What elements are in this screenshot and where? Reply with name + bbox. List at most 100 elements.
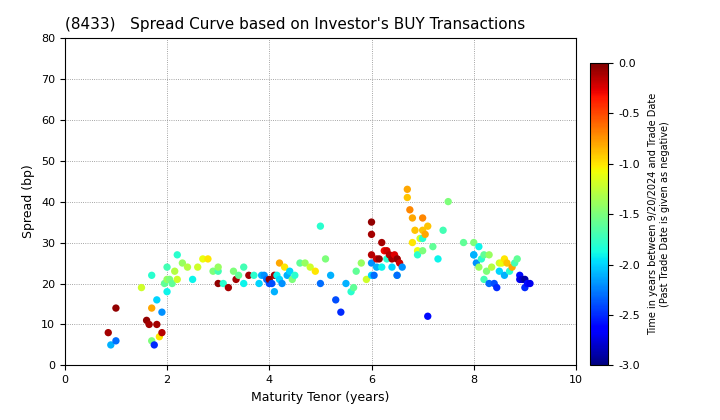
Point (274, 276, 285, 283)
Point (494, 260, 505, 266)
Point (494, 268, 505, 275)
Point (422, 313, 433, 320)
Point (110, 305, 122, 312)
Point (161, 288, 173, 295)
Point (176, 260, 188, 266)
Y-axis label: Spread (bp): Spread (bp) (22, 165, 35, 239)
Point (212, 268, 224, 275)
Point (374, 255, 385, 262)
Point (392, 255, 403, 262)
Point (294, 260, 306, 266)
Point (402, 194, 413, 201)
Point (437, 227, 449, 234)
Point (258, 272, 270, 279)
Point (522, 280, 534, 287)
Point (233, 272, 244, 279)
Point (417, 247, 428, 254)
Point (491, 284, 503, 291)
Point (284, 268, 295, 275)
Point (187, 276, 199, 283)
Point (276, 280, 288, 287)
Point (158, 280, 170, 287)
Point (468, 239, 480, 246)
Point (264, 276, 275, 283)
Point (271, 272, 283, 279)
Point (320, 255, 331, 262)
X-axis label: Maturity Tenor (years): Maturity Tenor (years) (251, 391, 390, 404)
Point (153, 333, 165, 340)
Point (171, 276, 183, 283)
Point (483, 280, 495, 287)
Point (402, 186, 413, 193)
Point (471, 260, 482, 266)
Point (217, 280, 229, 287)
Point (394, 260, 405, 266)
Point (161, 264, 173, 270)
Point (348, 284, 359, 291)
Point (166, 280, 178, 287)
Point (417, 235, 428, 242)
Point (171, 252, 183, 258)
Point (366, 272, 377, 279)
Point (366, 231, 377, 238)
Point (222, 284, 234, 291)
Point (468, 252, 480, 258)
Point (488, 280, 500, 287)
Point (509, 260, 521, 266)
Point (481, 268, 492, 275)
Point (356, 260, 367, 266)
Point (506, 264, 518, 270)
Point (386, 264, 397, 270)
Point (238, 280, 250, 287)
Point (417, 215, 428, 221)
Point (243, 272, 255, 279)
Point (151, 297, 163, 303)
Point (384, 252, 395, 258)
Point (376, 264, 387, 270)
Point (478, 252, 490, 258)
Point (266, 280, 278, 287)
Point (379, 247, 390, 254)
Point (407, 239, 418, 246)
Point (501, 260, 513, 266)
Point (392, 272, 403, 279)
Point (141, 317, 153, 324)
Point (499, 272, 510, 279)
Point (409, 227, 420, 234)
Point (136, 284, 148, 291)
Y-axis label: Time in years between 9/20/2024 and Trade Date
(Past Trade Date is given as nega: Time in years between 9/20/2024 and Trad… (648, 93, 670, 335)
Point (192, 264, 204, 270)
Point (392, 255, 403, 262)
Point (366, 219, 377, 226)
Point (524, 280, 536, 287)
Point (392, 272, 403, 279)
Point (282, 272, 293, 279)
Point (407, 215, 418, 221)
Point (476, 255, 487, 262)
Point (269, 288, 280, 295)
Point (351, 268, 362, 275)
Point (105, 341, 117, 348)
Point (458, 239, 469, 246)
Text: (8433)   Spread Curve based on Investor's BUY Transactions: (8433) Spread Curve based on Investor's … (65, 18, 525, 32)
Point (289, 272, 301, 279)
Point (412, 247, 423, 254)
Point (417, 227, 428, 234)
Point (366, 260, 377, 266)
Point (427, 243, 438, 250)
Point (473, 264, 485, 270)
Point (499, 255, 510, 262)
Point (473, 243, 485, 250)
Point (261, 276, 272, 283)
Point (381, 255, 392, 262)
Point (228, 268, 239, 275)
Point (483, 252, 495, 258)
Point (432, 255, 444, 262)
Point (414, 235, 426, 242)
Point (412, 252, 423, 258)
Point (287, 276, 298, 283)
Point (511, 255, 523, 262)
Point (386, 255, 397, 262)
Point (256, 272, 267, 279)
Point (371, 264, 382, 270)
